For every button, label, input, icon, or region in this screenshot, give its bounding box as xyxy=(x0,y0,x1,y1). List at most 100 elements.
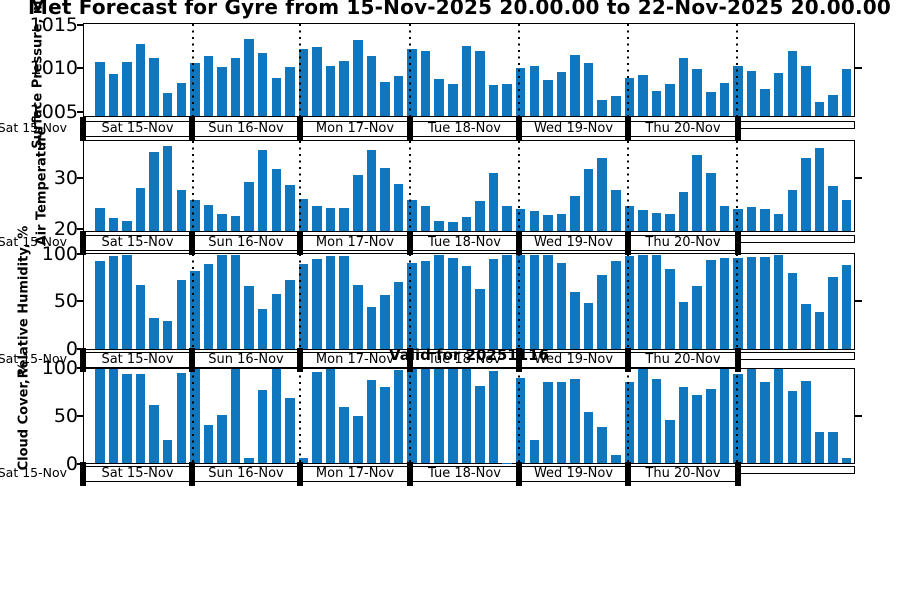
pressure-chart xyxy=(83,23,855,117)
bar xyxy=(244,39,254,116)
bar xyxy=(230,216,241,231)
day-label: Sun 16-Nov xyxy=(208,234,284,250)
bar xyxy=(570,292,580,349)
right-tick-mark xyxy=(855,300,862,303)
bar xyxy=(162,93,173,116)
bar-slot xyxy=(758,254,772,349)
bar-slot xyxy=(636,369,650,463)
bar xyxy=(380,168,390,231)
bar-slot xyxy=(704,141,718,231)
bar-slot xyxy=(623,24,637,116)
bar-slot xyxy=(568,141,582,231)
bar xyxy=(190,270,200,349)
major-day-tick xyxy=(297,116,303,141)
bar-slot xyxy=(174,254,188,349)
ytick-label: 0 xyxy=(65,452,78,475)
bar-slot xyxy=(799,24,813,116)
bar-slot xyxy=(405,369,419,463)
day-label: Sun 16-Nov xyxy=(208,465,284,481)
ytick-label: 100 xyxy=(41,242,78,265)
bar xyxy=(719,369,730,463)
bar-slot xyxy=(772,141,786,231)
bar-slot xyxy=(351,369,365,463)
bar xyxy=(217,66,227,116)
bar-slot xyxy=(229,141,243,231)
bar xyxy=(448,221,458,231)
bar-slot xyxy=(419,141,433,231)
bar-slot xyxy=(528,24,542,116)
bar xyxy=(746,207,757,231)
bar-slot xyxy=(188,254,202,349)
bar xyxy=(393,370,404,463)
bar xyxy=(366,379,377,463)
bar xyxy=(434,78,444,116)
bar xyxy=(108,74,119,116)
bar-slot xyxy=(718,254,732,349)
bar-slot xyxy=(147,141,161,231)
bar-slot xyxy=(134,24,148,116)
bar xyxy=(176,82,186,116)
bar xyxy=(624,77,635,116)
bar-slot xyxy=(500,369,514,463)
bar-slot xyxy=(663,369,677,463)
bar-slot xyxy=(623,141,637,231)
day-boundary-line xyxy=(626,141,629,231)
bar xyxy=(706,172,716,231)
bar xyxy=(122,374,132,463)
bar xyxy=(692,286,702,349)
bar-slot xyxy=(215,254,229,349)
bar-slot xyxy=(487,254,501,349)
bar xyxy=(841,200,852,231)
bar xyxy=(611,96,621,116)
bar-slot xyxy=(487,369,501,463)
bar xyxy=(543,382,553,463)
bar xyxy=(583,303,594,349)
bar-slot xyxy=(636,141,650,231)
day-label-row: Sat 15-Nov Sun 16-Nov Mon 17-Nov Tue 18-Nov… xyxy=(80,347,855,372)
bar-slot xyxy=(460,254,474,349)
bar xyxy=(325,207,336,231)
bar xyxy=(611,189,621,231)
bar-slot xyxy=(107,254,121,349)
bar-slot xyxy=(799,141,813,231)
bar xyxy=(176,373,186,463)
major-day-tick xyxy=(297,230,303,255)
day-boundary-line xyxy=(299,254,302,349)
bar xyxy=(162,146,173,231)
bar-slot xyxy=(663,254,677,349)
bar-slot xyxy=(677,254,691,349)
bar xyxy=(556,382,567,463)
bar-slot xyxy=(799,254,813,349)
bar xyxy=(203,425,214,463)
bar-slot xyxy=(283,141,297,231)
bar-slot xyxy=(500,24,514,116)
bar-slot xyxy=(704,254,718,349)
bar xyxy=(298,264,309,349)
bar-slot xyxy=(229,24,243,116)
bar-slot xyxy=(745,141,759,231)
bars-container xyxy=(84,24,854,116)
bar xyxy=(149,151,159,231)
day-boundary-line xyxy=(409,24,412,116)
bar xyxy=(841,265,852,349)
bar xyxy=(773,254,784,349)
bar xyxy=(760,209,770,231)
day-label-row: Sat 15-Nov Sun 16-Nov Mon 17-Nov Tue 18-Nov… xyxy=(80,230,855,255)
bar xyxy=(461,266,472,349)
bar-slot xyxy=(690,369,704,463)
bar xyxy=(515,377,526,463)
ytick-label: 50 xyxy=(53,405,78,428)
day-label: Mon 17-Nov xyxy=(315,234,395,250)
bar xyxy=(393,75,404,116)
day-cell: Tue 18-Nov xyxy=(410,120,520,137)
day-label: Sun 16-Nov xyxy=(208,120,284,136)
bar-slot xyxy=(229,369,243,463)
bar-slot xyxy=(758,141,772,231)
bar-slot xyxy=(785,369,799,463)
bar xyxy=(543,254,553,349)
bar-slot xyxy=(568,369,582,463)
bar-slot xyxy=(161,141,175,231)
bar-slot xyxy=(663,24,677,116)
bar-slot xyxy=(582,24,596,116)
bar-slot xyxy=(351,254,365,349)
